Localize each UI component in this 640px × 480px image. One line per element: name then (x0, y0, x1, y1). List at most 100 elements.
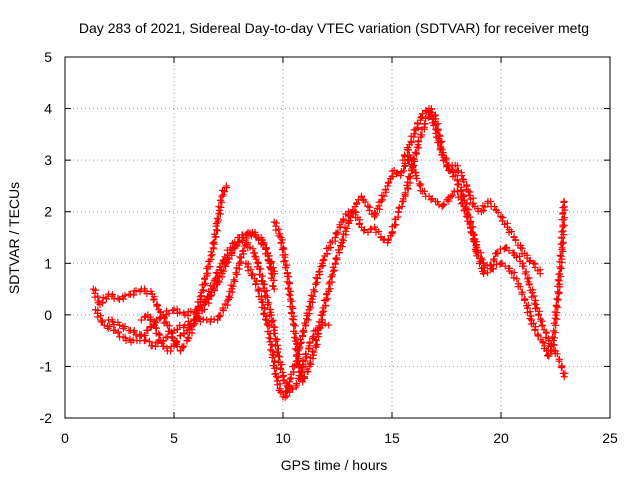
data-point-run (426, 108, 440, 129)
data-point (290, 321, 298, 329)
data-point-run (247, 230, 258, 240)
data-point (312, 280, 320, 288)
data-point-run (321, 320, 329, 328)
data-point-run (173, 321, 188, 333)
data-point (270, 270, 278, 278)
data-point-run (366, 225, 375, 233)
data-point-run (439, 194, 453, 209)
data-point (153, 316, 161, 324)
data-point-run (259, 281, 274, 313)
data-point (126, 290, 134, 298)
data-point-run (173, 305, 188, 317)
data-point-run (414, 123, 428, 146)
data-point-run (272, 219, 284, 240)
data-point-run (345, 206, 357, 225)
data-point-run (290, 322, 303, 362)
data-point-run (108, 291, 122, 303)
data-point-run (141, 285, 155, 298)
y-axis-label: SDTVAR / TECUs (6, 182, 22, 294)
data-point-run (273, 374, 284, 394)
data-point-run (473, 247, 486, 264)
series-track-a (89, 182, 231, 355)
data-point (344, 218, 352, 226)
data-point-run (481, 261, 491, 270)
data-point-run (251, 228, 263, 242)
data-point (279, 373, 287, 381)
data-point-run (184, 307, 199, 320)
x-axis-label: GPS time / hours (281, 457, 388, 473)
data-point (558, 244, 566, 252)
data-point-run (180, 329, 188, 338)
data-point (177, 331, 185, 339)
data-point-run (282, 381, 293, 400)
data-point-run (511, 251, 524, 265)
data-point-run (519, 262, 533, 286)
data-point-run (279, 390, 287, 401)
data-point-run (401, 144, 412, 161)
data-point-run (526, 257, 534, 266)
data-point-run (93, 306, 106, 326)
data-point-run (258, 298, 271, 328)
data-point (331, 234, 339, 241)
data-point-run (534, 332, 547, 347)
x-tick-label: 15 (384, 430, 400, 446)
data-point-run (407, 126, 419, 147)
data-point-run (465, 188, 477, 209)
data-point-run (233, 236, 246, 250)
data-point-run (557, 198, 569, 248)
data-point-run (206, 315, 218, 326)
data-point-run (393, 169, 401, 178)
x-tick-label: 5 (170, 430, 178, 446)
data-point-run (454, 188, 466, 208)
data-point-run (319, 287, 333, 316)
data-point-run (196, 314, 207, 326)
data-point-run (474, 205, 482, 215)
data-point (558, 362, 566, 370)
data-point-run (332, 242, 346, 264)
y-tick-label: 5 (44, 49, 52, 65)
data-point (148, 342, 156, 350)
data-point-run (258, 236, 270, 253)
data-point-run (306, 327, 318, 347)
data-point-run (213, 196, 226, 224)
data-point (395, 208, 403, 216)
data-point-run (503, 244, 517, 257)
data-point-run (553, 246, 567, 303)
data-point-run (401, 167, 416, 199)
data-point-run (300, 365, 312, 382)
data-point-run (531, 260, 544, 275)
data-point-run (214, 261, 230, 286)
data-point (560, 373, 568, 381)
data-point-run (319, 245, 331, 265)
data-point-run (203, 245, 218, 277)
data-point-run (521, 296, 535, 323)
chart-title: Day 283 of 2021, Sidereal Day-to-day VTE… (79, 20, 589, 36)
data-point (530, 259, 538, 267)
data-point (264, 321, 272, 329)
data-point-run (156, 308, 170, 327)
data-point (222, 182, 230, 190)
y-tick-label: 1 (44, 255, 52, 271)
data-point-run (427, 195, 436, 204)
data-point-run (434, 198, 443, 209)
data-point-run (481, 265, 495, 277)
data-point-run (314, 322, 323, 334)
data-point-run (449, 187, 458, 199)
data-point-run (299, 309, 313, 336)
data-point (536, 270, 544, 278)
y-tick-label: 2 (44, 204, 52, 220)
data-point-run (305, 280, 320, 312)
data-point-run (149, 293, 161, 310)
x-tick-label: 20 (493, 430, 509, 446)
data-point-run (326, 237, 339, 251)
data-point-run (312, 311, 326, 348)
x-axis: 0 5 10 15 20 25 (61, 57, 618, 446)
data-point-run (384, 167, 397, 187)
data-point-run (532, 304, 546, 325)
data-point (357, 192, 365, 200)
data-point-run (395, 195, 407, 212)
data-point-run (238, 231, 250, 239)
data-point-run (422, 106, 430, 116)
series-track-e (270, 151, 569, 386)
data-point-run (162, 307, 177, 319)
